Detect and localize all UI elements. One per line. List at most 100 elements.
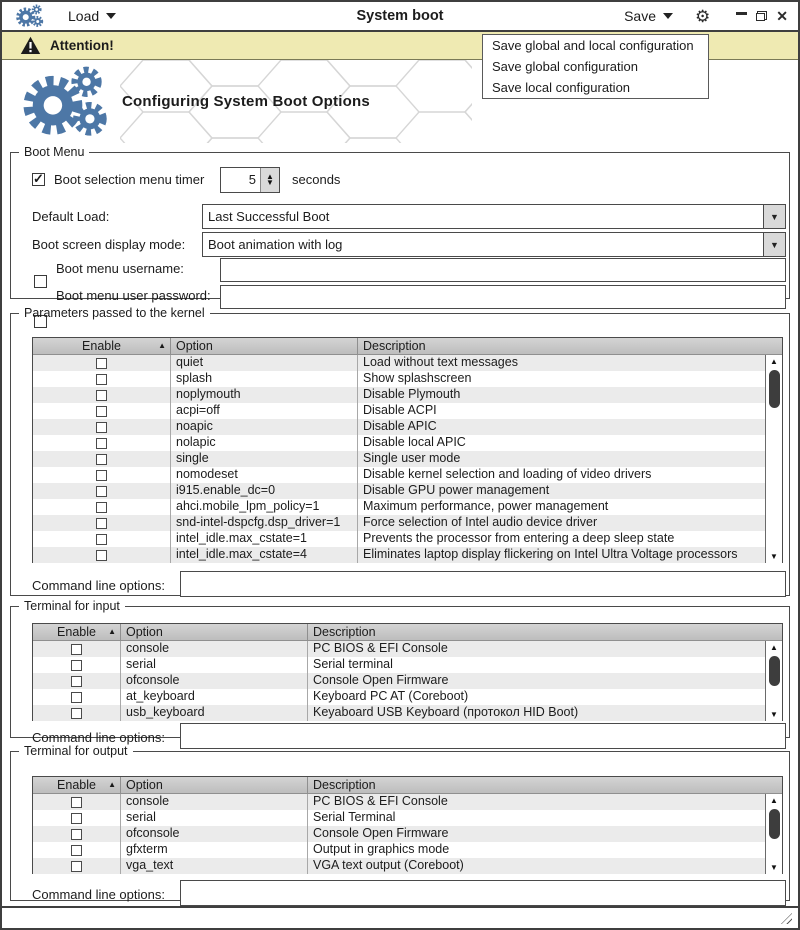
password-input[interactable] bbox=[220, 285, 786, 309]
table-row[interactable]: noapic Disable APIC bbox=[33, 419, 782, 435]
table-row[interactable]: nolapic Disable local APIC bbox=[33, 435, 782, 451]
option-cell: quiet bbox=[171, 355, 358, 371]
enable-checkbox[interactable] bbox=[71, 860, 82, 872]
vertical-scrollbar[interactable]: ▲ ▼ bbox=[765, 641, 782, 721]
username-input[interactable] bbox=[220, 258, 786, 282]
table-row[interactable]: gfxterm Output in graphics mode bbox=[33, 842, 782, 858]
settings-gear-icon[interactable]: ⚙ bbox=[695, 6, 711, 26]
description-cell: Disable local APIC bbox=[363, 435, 466, 449]
enable-checkbox[interactable] bbox=[96, 405, 107, 417]
table-row[interactable]: single Single user mode bbox=[33, 451, 782, 467]
option-cell: console bbox=[121, 641, 308, 657]
column-header-description[interactable]: Description bbox=[363, 339, 426, 353]
column-header-enable[interactable]: Enable ▲ bbox=[33, 624, 121, 640]
output-cmdline-input[interactable] bbox=[180, 880, 786, 906]
enable-checkbox[interactable] bbox=[96, 517, 107, 529]
scroll-up-icon[interactable]: ▲ bbox=[770, 357, 778, 366]
enable-checkbox[interactable] bbox=[96, 421, 107, 433]
column-header-description[interactable]: Description bbox=[313, 778, 376, 792]
default-load-combobox[interactable]: Last Successful Boot ▼ bbox=[202, 204, 786, 229]
save-menu-item[interactable]: Save local configuration bbox=[492, 80, 631, 95]
timer-spinner[interactable]: 5 ▲ ▼ bbox=[220, 167, 280, 193]
enable-checkbox[interactable] bbox=[96, 357, 107, 369]
table-row[interactable]: vga_text VGA text output (Coreboot) bbox=[33, 858, 782, 874]
enable-checkbox[interactable] bbox=[96, 373, 107, 385]
scroll-down-icon[interactable]: ▼ bbox=[770, 863, 778, 872]
save-menu-item[interactable]: Save global configuration bbox=[492, 59, 638, 74]
enable-checkbox[interactable] bbox=[96, 549, 107, 561]
table-row[interactable]: ahci.mobile_lpm_policy=1 Maximum perform… bbox=[33, 499, 782, 515]
option-cell: acpi=off bbox=[171, 403, 358, 419]
kernel-params-legend: Parameters passed to the kernel bbox=[24, 306, 205, 320]
enable-checkbox[interactable] bbox=[71, 796, 82, 808]
vertical-scrollbar[interactable]: ▲ ▼ bbox=[765, 794, 782, 874]
table-row[interactable]: nomodeset Disable kernel selection and l… bbox=[33, 467, 782, 483]
maximize-restore-icon[interactable] bbox=[756, 11, 768, 21]
table-row[interactable]: noplymouth Disable Plymouth bbox=[33, 387, 782, 403]
table-row[interactable]: acpi=off Disable ACPI bbox=[33, 403, 782, 419]
enable-checkbox[interactable] bbox=[96, 389, 107, 401]
display-mode-combobox[interactable]: Boot animation with log ▼ bbox=[202, 232, 786, 257]
table-row[interactable]: quiet Load without text messages bbox=[33, 355, 782, 371]
column-header-option[interactable]: Option bbox=[121, 777, 308, 793]
load-menu-button[interactable]: Load bbox=[68, 8, 117, 24]
enable-checkbox[interactable] bbox=[96, 469, 107, 481]
username-checkbox[interactable] bbox=[34, 275, 47, 288]
enable-checkbox[interactable] bbox=[96, 437, 107, 449]
combo-arrow-icon[interactable]: ▼ bbox=[763, 233, 785, 256]
option-cell: at_keyboard bbox=[121, 689, 308, 705]
kernel-cmdline-input[interactable] bbox=[180, 571, 786, 597]
minimize-icon[interactable] bbox=[736, 11, 748, 15]
column-header-description[interactable]: Description bbox=[313, 625, 376, 639]
scrollbar-thumb[interactable] bbox=[768, 656, 780, 686]
table-row[interactable]: intel_idle.max_cstate=1 Prevents the pro… bbox=[33, 531, 782, 547]
scroll-up-icon[interactable]: ▲ bbox=[770, 796, 778, 805]
description-cell: Disable kernel selection and loading of … bbox=[363, 467, 652, 481]
table-row[interactable]: serial Serial terminal bbox=[33, 657, 782, 673]
column-header-enable[interactable]: Enable ▲ bbox=[33, 338, 171, 354]
enable-checkbox[interactable] bbox=[71, 828, 82, 840]
table-row[interactable]: intel_idle.max_cstate=4 Eliminates lapto… bbox=[33, 547, 782, 563]
table-row[interactable]: serial Serial Terminal bbox=[33, 810, 782, 826]
scrollbar-thumb[interactable] bbox=[768, 370, 780, 408]
enable-checkbox[interactable] bbox=[96, 453, 107, 465]
table-row[interactable]: snd-intel-dspcfg.dsp_driver=1 Force sele… bbox=[33, 515, 782, 531]
kernel-params-table: Enable ▲ Option Description quiet Load w… bbox=[32, 337, 783, 563]
enable-checkbox[interactable] bbox=[71, 675, 82, 687]
enable-checkbox[interactable] bbox=[71, 643, 82, 655]
enable-checkbox[interactable] bbox=[96, 485, 107, 497]
resize-grip-icon[interactable] bbox=[781, 913, 792, 924]
close-icon[interactable]: ✕ bbox=[776, 8, 788, 24]
table-row[interactable]: console PC BIOS & EFI Console bbox=[33, 794, 782, 810]
table-row[interactable]: ofconsole Console Open Firmware bbox=[33, 826, 782, 842]
table-row[interactable]: i915.enable_dc=0 Disable GPU power manag… bbox=[33, 483, 782, 499]
enable-checkbox[interactable] bbox=[71, 707, 82, 719]
scrollbar-thumb[interactable] bbox=[768, 809, 780, 839]
enable-checkbox[interactable] bbox=[71, 659, 82, 671]
enable-checkbox[interactable] bbox=[96, 533, 107, 545]
enable-checkbox[interactable] bbox=[71, 844, 82, 856]
table-row[interactable]: usb_keyboard Keyaboard USB Keyboard (про… bbox=[33, 705, 782, 721]
column-header-option[interactable]: Option bbox=[121, 624, 308, 640]
vertical-scrollbar[interactable]: ▲ ▼ bbox=[765, 355, 782, 563]
password-checkbox[interactable] bbox=[34, 315, 47, 328]
column-header-option[interactable]: Option bbox=[171, 338, 358, 354]
save-menu-button[interactable]: Save bbox=[624, 8, 674, 24]
table-row[interactable]: ofconsole Console Open Firmware bbox=[33, 673, 782, 689]
table-row[interactable]: console PC BIOS & EFI Console bbox=[33, 641, 782, 657]
scroll-up-icon[interactable]: ▲ bbox=[770, 643, 778, 652]
save-menu-item[interactable]: Save global and local configuration bbox=[492, 38, 694, 53]
scroll-down-icon[interactable]: ▼ bbox=[770, 552, 778, 561]
timer-checkbox[interactable] bbox=[32, 171, 45, 187]
enable-checkbox[interactable] bbox=[71, 812, 82, 824]
spinner-arrows-icon[interactable]: ▲ ▼ bbox=[260, 168, 279, 192]
scroll-down-icon[interactable]: ▼ bbox=[770, 710, 778, 719]
table-row[interactable]: at_keyboard Keyboard PC AT (Coreboot) bbox=[33, 689, 782, 705]
kernel-params-fieldset: Parameters passed to the kernel Enable ▲… bbox=[10, 306, 790, 597]
enable-checkbox[interactable] bbox=[71, 691, 82, 703]
enable-checkbox[interactable] bbox=[96, 501, 107, 513]
table-row[interactable]: splash Show splashscreen bbox=[33, 371, 782, 387]
option-cell: noapic bbox=[171, 419, 358, 435]
combo-arrow-icon[interactable]: ▼ bbox=[763, 205, 785, 228]
column-header-enable[interactable]: Enable ▲ bbox=[33, 777, 121, 793]
